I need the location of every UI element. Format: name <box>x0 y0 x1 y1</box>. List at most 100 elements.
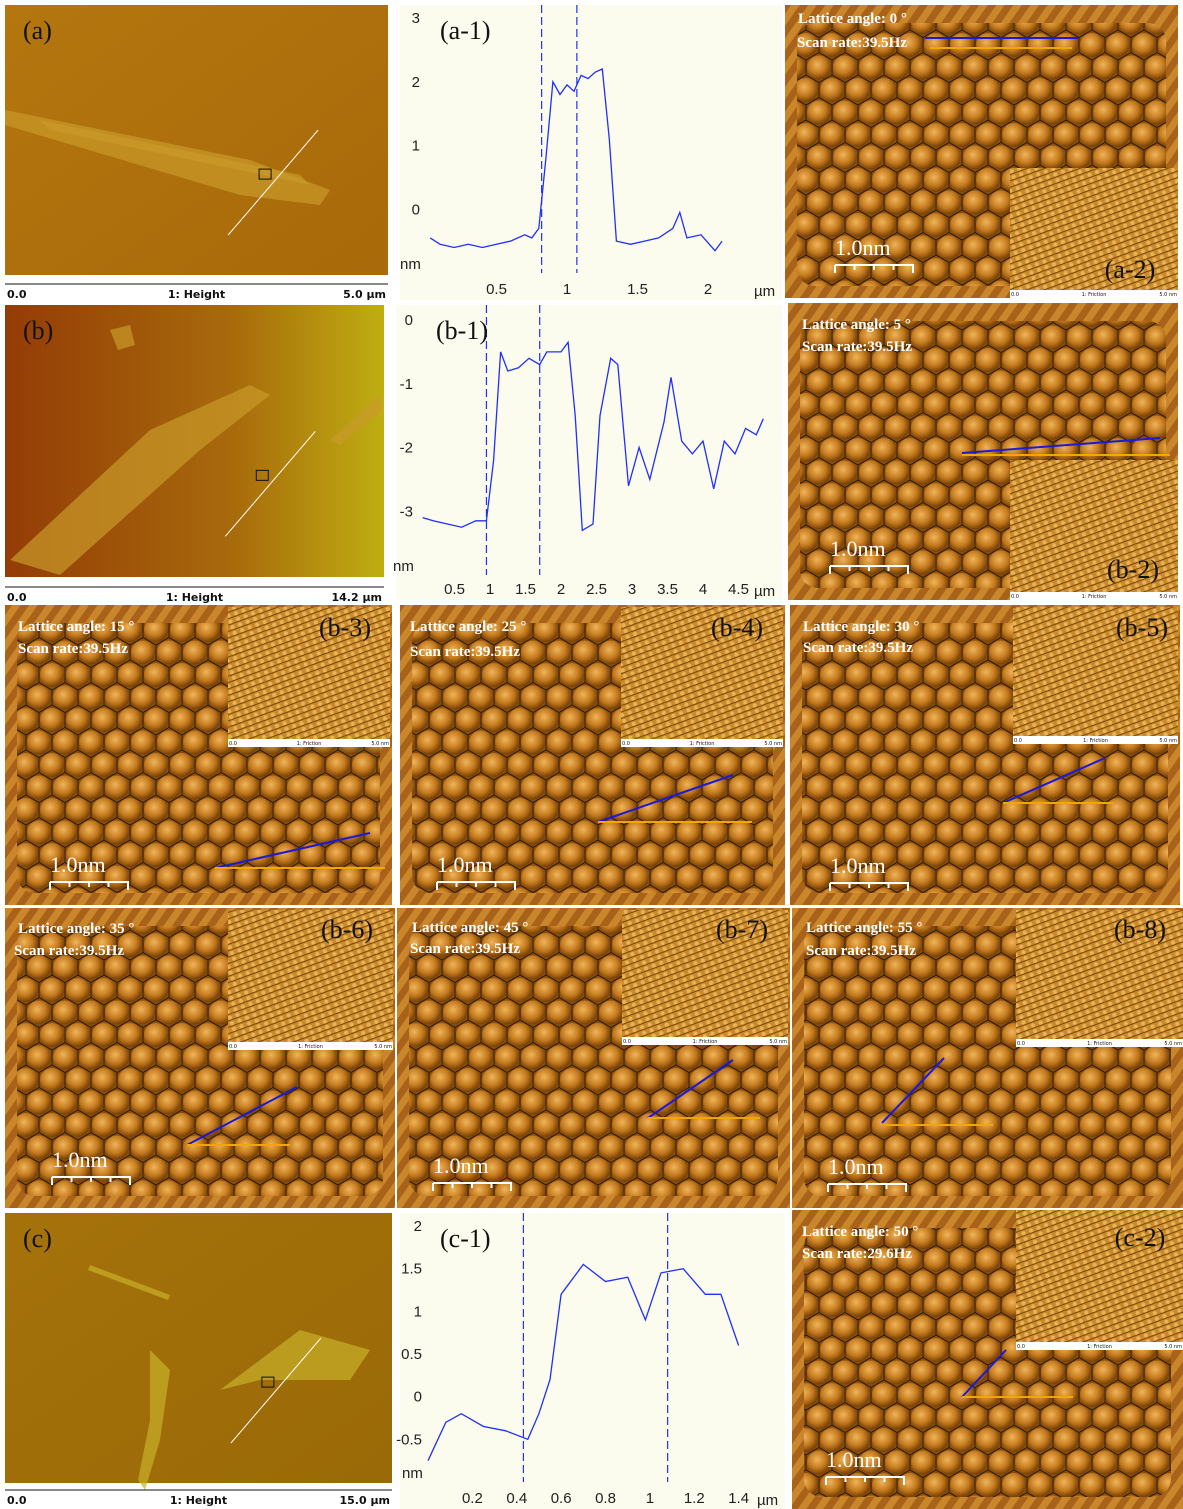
scan-rate: Scan rate:39.5Hz <box>806 943 916 959</box>
inset-footer-right: 5.0 nm <box>371 741 389 747</box>
y-axis-label: nm <box>402 1465 423 1482</box>
x-tick-label: 1.5 <box>627 281 648 298</box>
inset-footer-left: 0.0 <box>1014 738 1022 744</box>
inset-footer-left: 0.0 <box>1011 594 1019 600</box>
panel-label: (b-5) <box>1116 613 1168 642</box>
scan-rate: Scan rate:29.6Hz <box>802 1246 912 1262</box>
scale-label: 1.0nm <box>835 235 891 260</box>
panel-label: (b-4) <box>711 613 763 642</box>
x-tick-label: 4.5 <box>728 581 749 598</box>
inset-footer-left: 0.0 <box>1017 1344 1025 1350</box>
panel-label: (b-7) <box>716 915 768 944</box>
inset-footer-left: 0.0 <box>1011 292 1019 298</box>
lattice-angle: Lattice angle: 15 ° <box>18 619 134 635</box>
x-tick-label: 0.8 <box>595 1490 616 1507</box>
y-tick-label: -2 <box>400 440 413 457</box>
scale-label: 1.0nm <box>830 536 886 561</box>
lattice-angle: Lattice angle: 5 ° <box>802 317 911 333</box>
x-tick-label: 4 <box>699 581 707 598</box>
inset-footer-right: 5.0 nm <box>1159 738 1177 744</box>
inset-footer-center: 1: Friction <box>1083 738 1108 744</box>
inset-footer-left: 0.0 <box>229 1044 237 1050</box>
x-tick-label: 0.5 <box>444 581 465 598</box>
lattice-angle: Lattice angle: 30 ° <box>803 619 919 635</box>
x-tick-label: 1.4 <box>728 1490 749 1507</box>
y-axis-label: nm <box>400 256 421 273</box>
scale-label: 1.0nm <box>433 1153 489 1178</box>
scan-rate: Scan rate:39.5Hz <box>410 644 520 660</box>
inset-footer-center: 1: Friction <box>297 741 322 747</box>
y-tick-label: -1 <box>400 376 413 393</box>
panel-label: (c-2) <box>1115 1223 1166 1252</box>
scale-label: 1.0nm <box>826 1447 882 1472</box>
chart-title: (b-1) <box>436 316 488 345</box>
scale-label: 1.0nm <box>828 1154 884 1179</box>
footer-left: 0.0 <box>7 288 27 301</box>
figure: (a) 0.0 1: Height 5.0 µm (b) 0.0 1: Height 14.2… <box>0 0 1183 1509</box>
x-tick-label: 0.2 <box>462 1490 483 1507</box>
x-axis-label: µm <box>754 283 775 300</box>
panel-label: (b-8) <box>1114 915 1166 944</box>
footer-right: 5.0 µm <box>343 288 386 301</box>
y-axis-label: nm <box>393 558 414 575</box>
panel-label: (b) <box>23 316 53 345</box>
scan-rate: Scan rate:39.5Hz <box>802 339 912 355</box>
scan-rate: Scan rate:39.5Hz <box>410 941 520 957</box>
y-tick-label: 1 <box>414 1303 422 1320</box>
chart-title: (a-1) <box>440 16 491 45</box>
lattice-angle: Lattice angle: 50 ° <box>802 1224 918 1240</box>
y-tick-label: 2 <box>414 1218 422 1235</box>
footer-center: 1: Height <box>170 1494 227 1507</box>
y-tick-label: 0.5 <box>401 1346 422 1363</box>
y-tick-label: 0 <box>405 312 413 329</box>
x-tick-label: 3.5 <box>657 581 678 598</box>
scale-label: 1.0nm <box>50 852 106 877</box>
footer-left: 0.0 <box>7 591 27 604</box>
x-tick-label: 1.2 <box>684 1490 705 1507</box>
inset-footer-right: 5.0 nm <box>374 1044 392 1050</box>
lattice-angle: Lattice angle: 0 ° <box>798 11 907 27</box>
footer-right: 14.2 µm <box>331 591 382 604</box>
x-tick-label: 2 <box>704 281 712 298</box>
y-tick-label: 0 <box>412 201 420 218</box>
footer-center: 1: Height <box>166 591 223 604</box>
scan-rate: Scan rate:39.5Hz <box>18 641 128 657</box>
scale-label: 1.0nm <box>52 1147 108 1172</box>
x-tick-label: 1 <box>646 1490 654 1507</box>
panel-label: (c) <box>23 1224 52 1253</box>
panel-label: (b-6) <box>321 915 373 944</box>
x-tick-label: 0.5 <box>486 281 507 298</box>
x-tick-label: 3 <box>628 581 636 598</box>
x-tick-label: 1 <box>486 581 494 598</box>
scan-rate: Scan rate:39.5Hz <box>14 943 124 959</box>
x-tick-label: 2 <box>557 581 565 598</box>
x-axis-label: µm <box>754 583 775 600</box>
inset-footer-center: 1: Friction <box>693 1039 718 1045</box>
scan-rate: Scan rate:39.5Hz <box>797 35 907 51</box>
scale-label: 1.0nm <box>437 852 493 877</box>
y-tick-label: 3 <box>412 10 420 27</box>
lattice-angle: Lattice angle: 55 ° <box>806 920 922 936</box>
lattice-angle: Lattice angle: 35 ° <box>18 921 134 937</box>
inset-footer-left: 0.0 <box>622 741 630 747</box>
y-tick-label: -3 <box>400 503 413 520</box>
footer-left: 0.0 <box>7 1494 27 1507</box>
inset-footer-right: 5.0 nm <box>1159 292 1177 298</box>
inset-footer-center: 1: Friction <box>1087 1344 1112 1350</box>
panel-label: (b-2) <box>1107 555 1159 584</box>
inset-footer-center: 1: Friction <box>298 1044 323 1050</box>
chart-area <box>400 5 782 300</box>
chart-area <box>396 305 782 600</box>
chart-area <box>400 1213 785 1509</box>
inset-footer-center: 1: Friction <box>690 741 715 747</box>
inset-footer-right: 5.0 nm <box>769 1039 787 1045</box>
scan-rate: Scan rate:39.5Hz <box>803 640 913 656</box>
y-tick-label: 0 <box>414 1389 422 1406</box>
inset-footer-left: 0.0 <box>623 1039 631 1045</box>
inset-footer-center: 1: Friction <box>1082 594 1107 600</box>
x-tick-label: 0.6 <box>551 1490 572 1507</box>
x-axis-label: µm <box>757 1492 778 1509</box>
panel-label: (a) <box>23 16 52 45</box>
lattice-angle: Lattice angle: 45 ° <box>412 920 528 936</box>
inset-footer-right: 5.0 nm <box>1164 1344 1182 1350</box>
